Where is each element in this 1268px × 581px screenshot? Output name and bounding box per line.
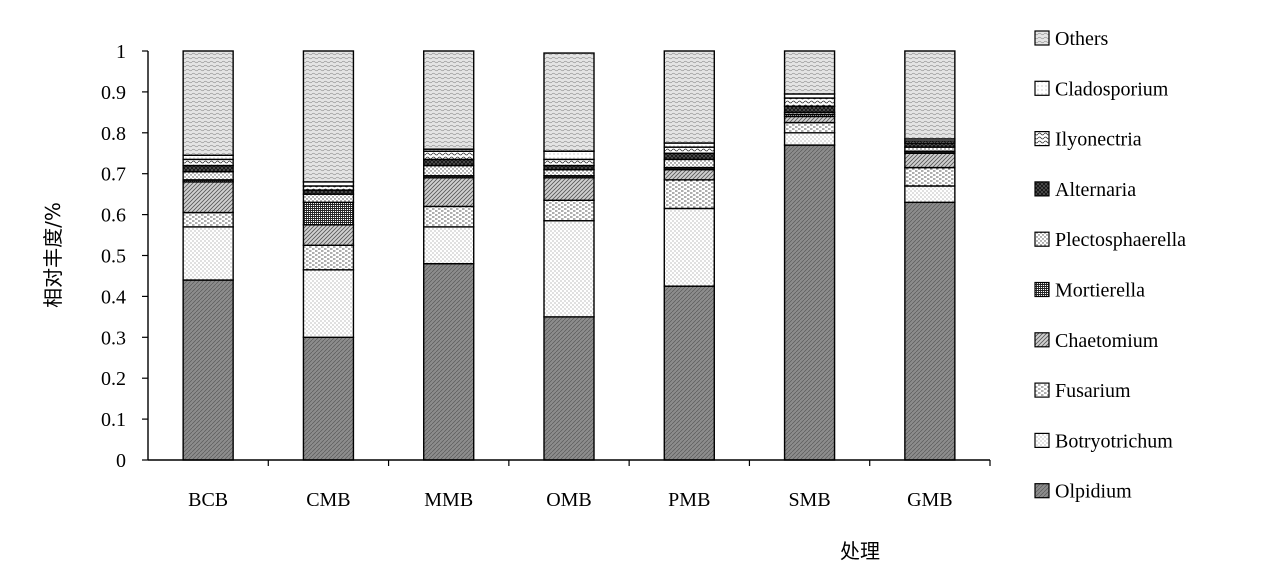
x-axis-title: 处理 [840, 539, 880, 563]
bar-segment-cmb-mortierella [302, 201, 355, 226]
bar-segment-omb-ilyonectria [543, 158, 595, 167]
bar-segment-omb-others [543, 52, 595, 152]
y-tick-label: 0.5 [101, 246, 126, 268]
bar-segment-cmb-olpidium [302, 336, 355, 461]
bar-segment-pmb-plectosphaerella [663, 158, 715, 169]
bar-segment-mmb-alternaria [423, 158, 475, 167]
x-tick-label-mmb: MMB [424, 489, 473, 511]
legend-label-chaetomium: Chaetomium [1055, 330, 1159, 352]
y-tick-label: 1 [116, 41, 126, 63]
x-tick-label-bcb: BCB [188, 489, 228, 511]
bar-segment-omb-olpidium [543, 316, 595, 461]
bar-segment-bcb-olpidium [182, 279, 234, 461]
legend-swatch-olpidium [1034, 483, 1050, 499]
legend-swatch-plectosphaerella [1034, 231, 1050, 247]
bar-segment-gmb-botryotrichum [904, 185, 956, 204]
bar-segment-gmb-chaetomium [904, 152, 956, 169]
y-tick-label: 0.7 [101, 164, 126, 186]
bar-segment-omb-fusarium [543, 199, 595, 222]
bar-segment-cmb-chaetomium [302, 224, 355, 246]
legend-swatch-botryotrichum [1034, 432, 1050, 448]
legend-label-mortierella: Mortierella [1055, 280, 1145, 302]
bar-segment-cmb-plectosphaerella [302, 193, 355, 204]
bar-segment-cmb-botryotrichum [302, 269, 355, 339]
bar-segment-smb-olpidium [783, 144, 836, 461]
bar-segment-pmb-chaetomium [663, 168, 715, 181]
legend-swatch-mortierella [1034, 281, 1050, 298]
legend-label-alternaria: Alternaria [1055, 179, 1136, 201]
y-tick-label: 0.3 [101, 327, 126, 349]
bar-segment-pmb-fusarium [663, 179, 715, 210]
y-tick-label: 0.9 [101, 82, 126, 104]
legend-label-plectosphaerella: Plectosphaerella [1055, 229, 1186, 251]
x-tick-label-smb: SMB [788, 489, 830, 511]
bar-segment-smb-chaetomium [783, 115, 836, 124]
bar-segment-bcb-ilyonectria [182, 158, 234, 167]
legend-label-olpidium: Olpidium [1055, 481, 1132, 503]
bar-segment-mmb-ilyonectria [423, 150, 475, 161]
bar-segment-pmb-ilyonectria [663, 146, 715, 154]
y-tick-label: 0.2 [101, 368, 126, 390]
bar-segment-omb-botryotrichum [543, 220, 595, 318]
legend-swatch-fusarium [1034, 382, 1050, 398]
bar-segment-pmb-others [663, 50, 715, 144]
legend-swatch-ilyonectria [1034, 131, 1050, 147]
legend-label-botryotrichum: Botryotrichum [1055, 430, 1173, 452]
legend-label-ilyonectria: Ilyonectria [1055, 129, 1142, 151]
bar-segment-gmb-fusarium [904, 166, 956, 187]
y-tick-label: 0 [116, 450, 126, 472]
y-tick-label: 0.8 [101, 123, 126, 145]
legend-swatch-cladosporium [1034, 80, 1050, 96]
legend-swatch-chaetomium [1034, 332, 1050, 348]
legend-label-others: Others [1055, 28, 1109, 50]
bar-segment-mmb-olpidium [423, 262, 475, 461]
bar-segment-omb-plectosphaerella [543, 168, 595, 177]
legend: Others Cladosporium Ilyonectria Alternaria P… [1034, 28, 1186, 503]
legend-label-cladosporium: Cladosporium [1055, 78, 1169, 100]
x-tick-label-gmb: GMB [907, 489, 953, 511]
bar-segment-mmb-botryotrichum [423, 226, 475, 265]
y-tick-label: 0.4 [101, 286, 126, 308]
bar-segment-mmb-chaetomium [423, 177, 475, 208]
bar-segment-gmb-olpidium [904, 201, 956, 461]
y-axis-title: 相对丰度/% [41, 202, 65, 308]
y-tick-label: 0.6 [101, 205, 126, 227]
legend-swatch-alternaria [1034, 181, 1050, 197]
bar-segment-smb-ilyonectria [783, 97, 836, 107]
axes: BCB CMB MMB OMB PMB SMB GMB 0 0.1 0.2 0.3 0.4 0.5 0.6… [101, 41, 991, 511]
bar-segment-pmb-alternaria [663, 152, 715, 161]
bar-segment-cmb-fusarium [302, 244, 355, 271]
bar-segment-bcb-plectosphaerella [182, 170, 234, 181]
x-tick-label-pmb: PMB [668, 489, 710, 511]
x-tick-label-cmb: CMB [306, 489, 350, 511]
bar-segment-pmb-olpidium [663, 285, 715, 461]
bar-segment-cmb-others [302, 50, 355, 183]
x-tick-label-omb: OMB [546, 489, 592, 511]
bar-segment-mmb-fusarium [423, 205, 475, 228]
bar-segment-omb-chaetomium [543, 177, 595, 201]
legend-label-fusarium: Fusarium [1055, 380, 1131, 402]
bar-segment-bcb-botryotrichum [182, 226, 234, 281]
y-tick-label: 0.1 [101, 409, 126, 431]
bar-segment-bcb-alternaria [182, 164, 234, 173]
legend-swatch-others [1034, 30, 1050, 46]
bar-segment-mmb-plectosphaerella [423, 164, 475, 177]
bar-segment-smb-alternaria [783, 105, 836, 114]
bar-segment-bcb-others [182, 50, 234, 156]
bar-segment-bcb-chaetomium [182, 181, 234, 214]
bar-segment-smb-fusarium [783, 121, 836, 134]
bar-segment-gmb-others [904, 50, 956, 140]
bar-segment-bcb-fusarium [182, 211, 234, 228]
bar-segment-mmb-others [423, 50, 475, 150]
bar-segment-omb-cladosporium [543, 150, 595, 161]
plot-area [182, 50, 956, 461]
bar-segment-smb-botryotrichum [783, 132, 836, 146]
bar-segment-smb-others [783, 50, 836, 95]
bar-segment-pmb-botryotrichum [663, 207, 715, 287]
